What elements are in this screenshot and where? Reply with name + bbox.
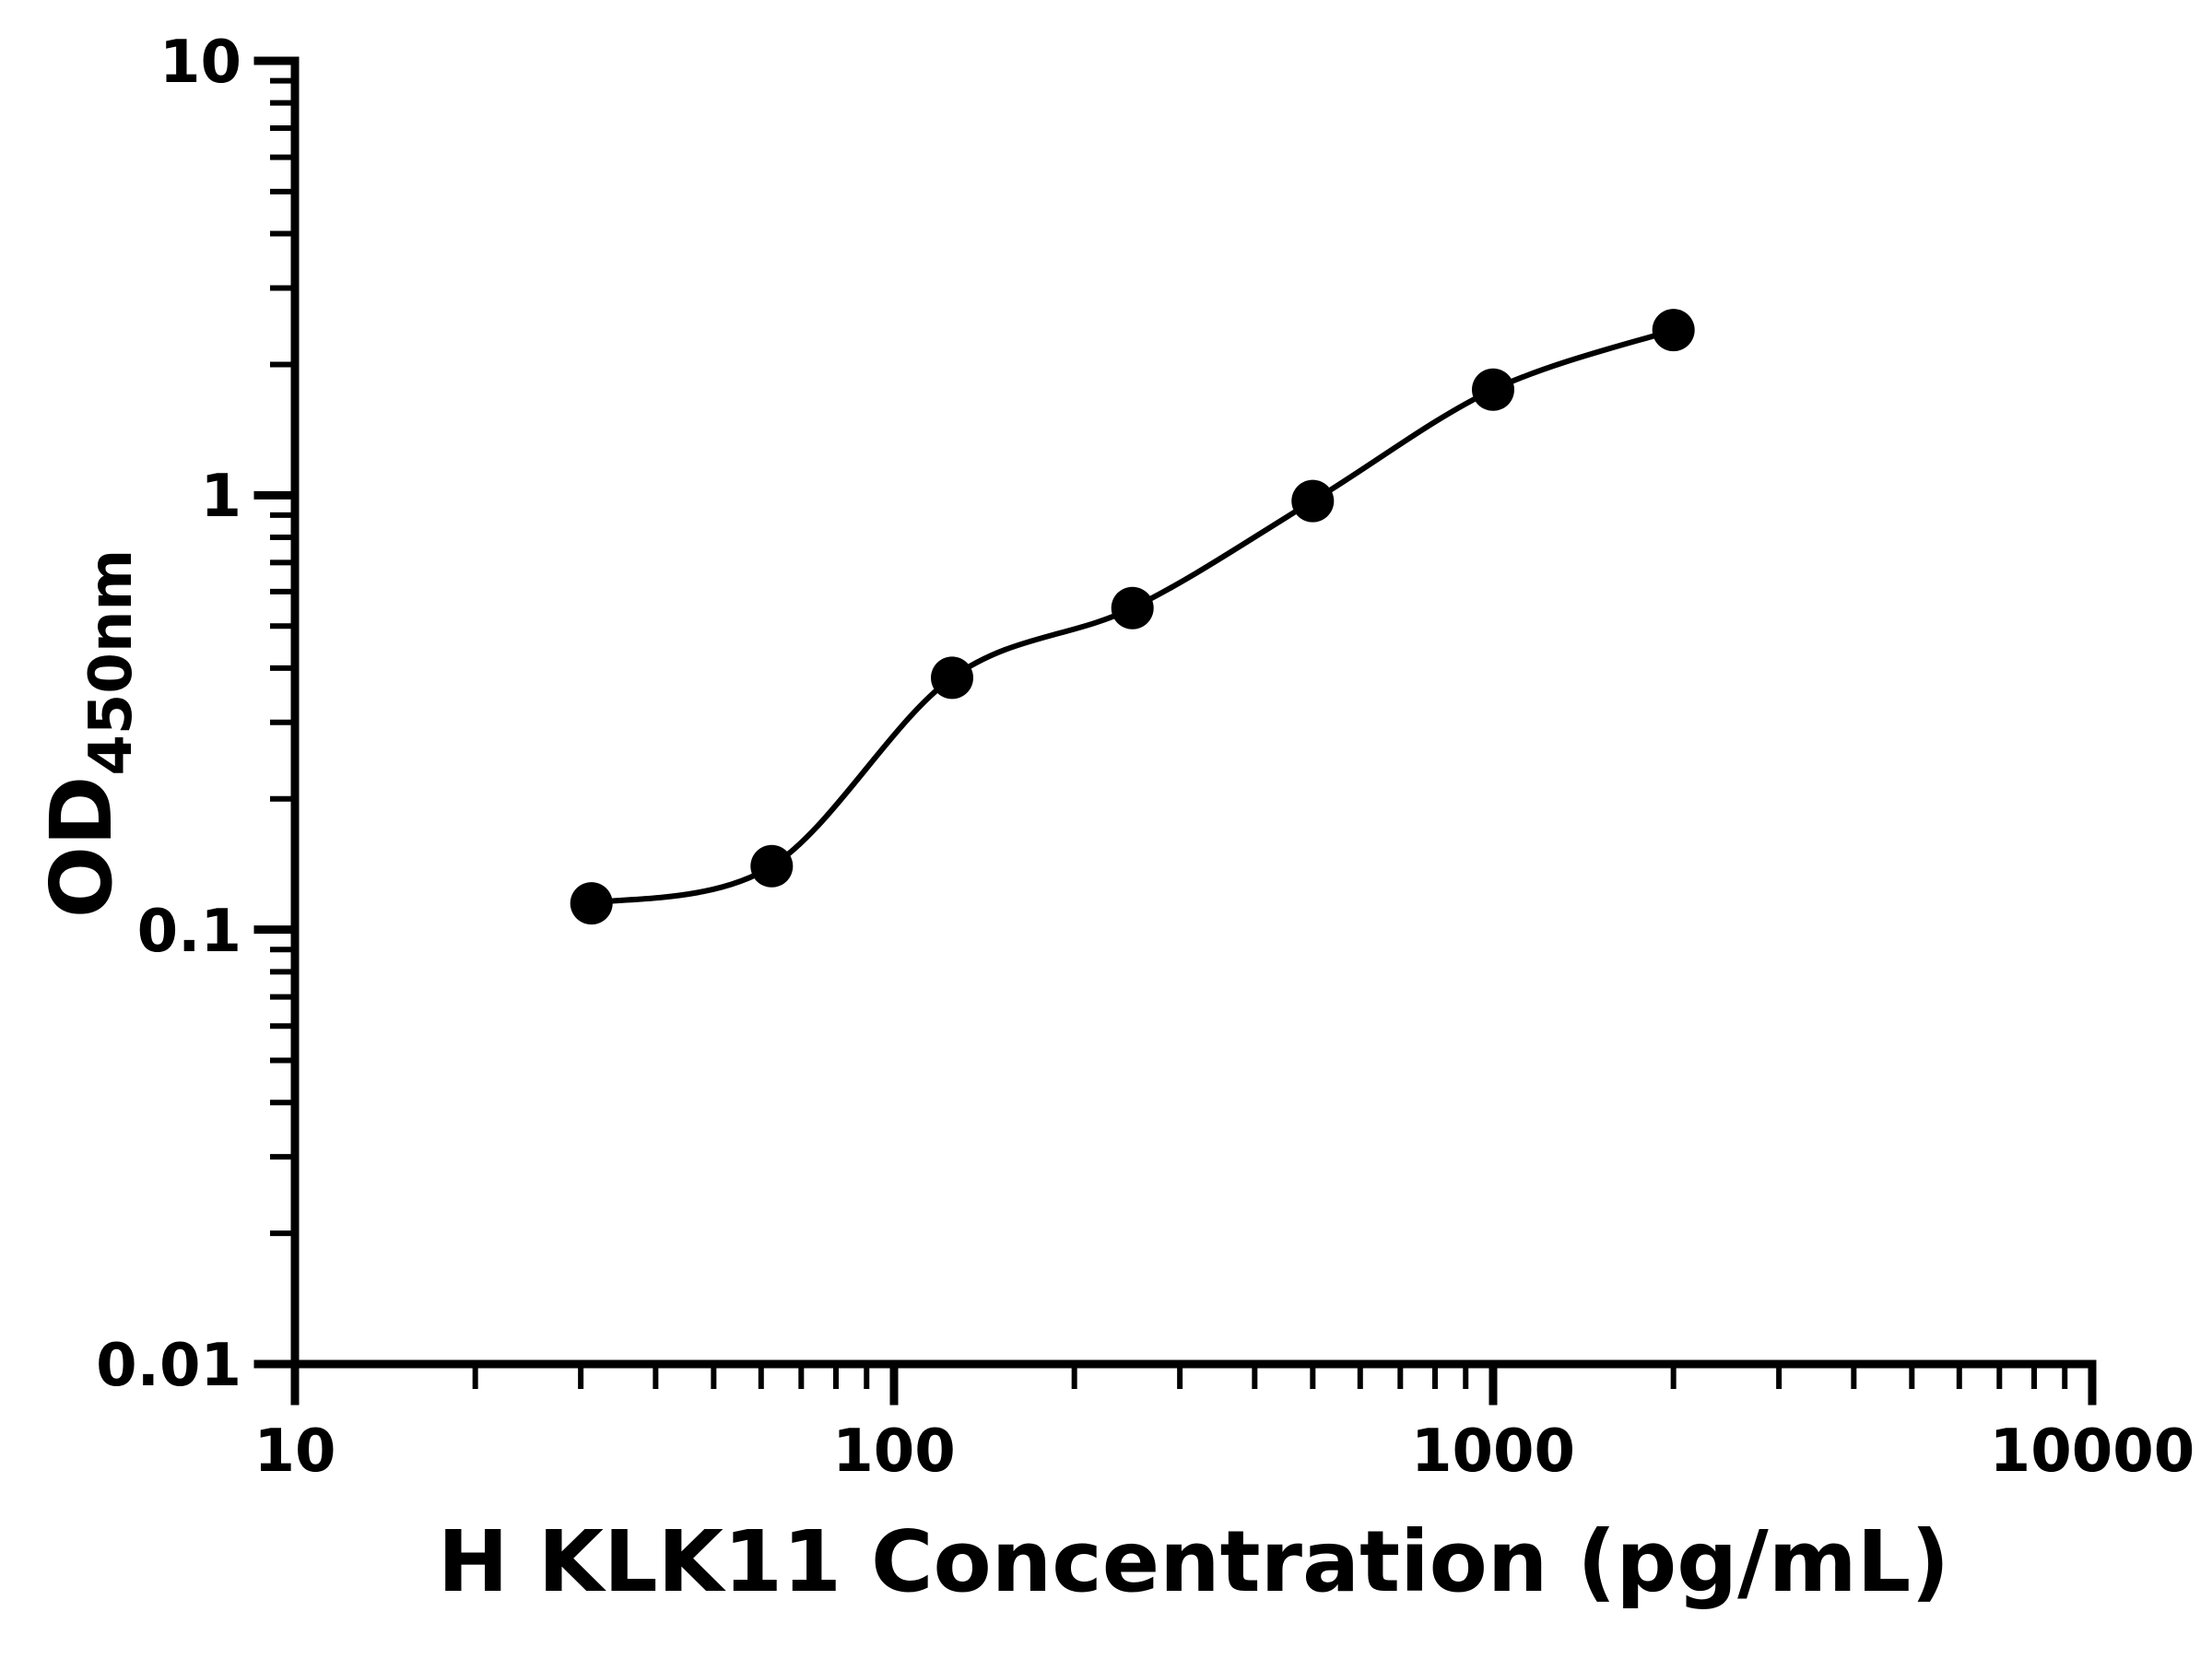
data-point-marker: [750, 844, 794, 888]
x-axis-title: H KLK11 Concentration (pg/mL): [438, 1512, 1950, 1611]
x-tick-label-100: 100: [832, 1418, 956, 1486]
chart-geometry: [253, 56, 2097, 1406]
y-axis-title-main: OD: [32, 776, 131, 919]
x-tick-label-1000: 1000: [1411, 1418, 1575, 1486]
y-tick-label-10: 10: [159, 29, 241, 97]
data-point-marker: [570, 882, 613, 925]
x-tick-label-10: 10: [253, 1418, 335, 1486]
data-point-marker: [1111, 586, 1154, 629]
y-tick-label-0.01: 0.01: [96, 1332, 241, 1400]
x-tick-label-10000: 10000: [1990, 1418, 2195, 1486]
y-axis-title: OD450nm: [32, 549, 146, 918]
data-point-marker: [1652, 309, 1695, 352]
y-tick-label-0.1: 0.1: [137, 898, 241, 966]
data-point-marker: [1291, 479, 1335, 523]
y-axis-title-subscript: 450nm: [77, 549, 146, 776]
y-tick-label-1: 1: [200, 463, 241, 531]
data-point-marker: [1472, 368, 1514, 411]
data-point-marker: [931, 656, 973, 700]
